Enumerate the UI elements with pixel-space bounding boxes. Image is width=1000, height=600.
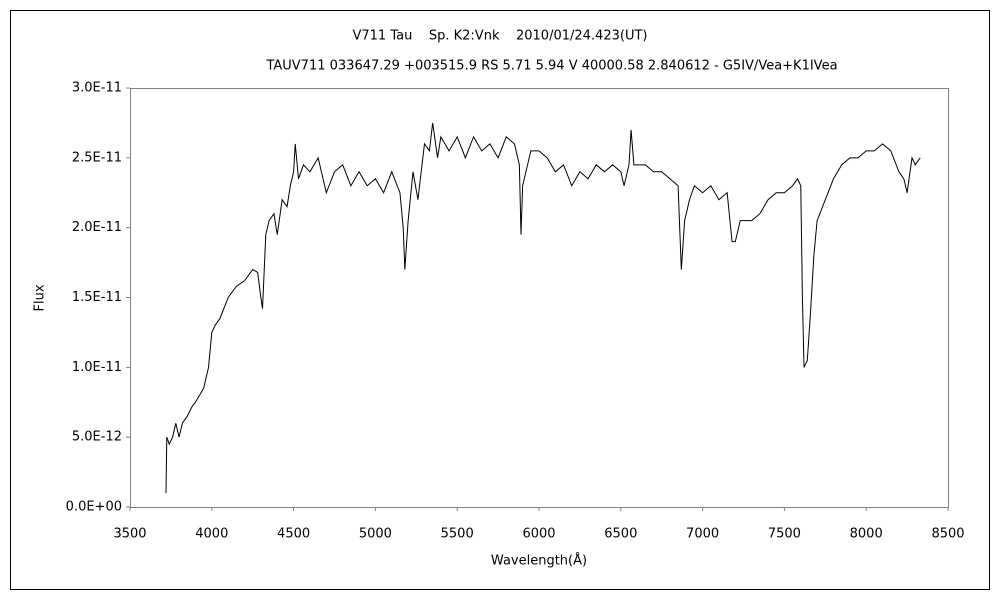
y-tick-label: 1.5E-11 [72, 290, 122, 305]
y-tick-label: 2.5E-11 [72, 150, 122, 165]
spectrum-line [165, 122, 921, 494]
x-tick-label: 7000 [686, 527, 719, 542]
x-tick-label: 4000 [195, 527, 228, 542]
x-tick-label: 8000 [850, 527, 883, 542]
x-tick-label: 6000 [522, 527, 555, 542]
x-tick-label: 5500 [441, 527, 474, 542]
x-axis-label: Wavelength(Å) [491, 553, 587, 569]
chart-subtitle: TAUV711 033647.29 +003515.9 RS 5.71 5.94… [265, 59, 837, 74]
y-axis-label: Flux [33, 284, 48, 311]
plot-frame [130, 88, 949, 508]
x-tick-label: 4500 [277, 527, 310, 542]
x-tick-label: 5000 [359, 527, 392, 542]
y-tick-label: 0.0E+00 [66, 500, 122, 515]
y-tick-label: 3.0E-11 [72, 81, 122, 96]
y-tick-label: 5.0E-12 [72, 430, 122, 445]
x-tick-label: 6500 [604, 527, 637, 542]
x-tick-label: 3500 [113, 527, 146, 542]
y-tick-label: 2.0E-11 [72, 220, 122, 235]
x-tick-label: 8500 [931, 527, 964, 542]
chart-title: V711 Tau Sp. K2:Vnk 2010/01/24.423(UT) [353, 29, 648, 44]
x-tick-label: 7500 [768, 527, 801, 542]
y-tick-label: 1.0E-11 [72, 360, 122, 375]
